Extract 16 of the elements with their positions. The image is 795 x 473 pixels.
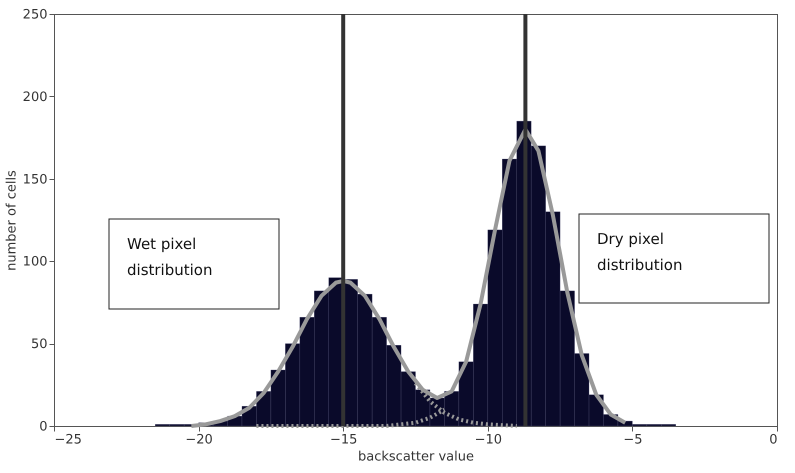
x-tick-label: −15: [330, 432, 358, 448]
x-tick-label: −5: [623, 432, 642, 448]
x-tick-label: −10: [474, 432, 502, 448]
y-axis-title: number of cells: [4, 170, 20, 271]
y-tick-label: 0: [39, 420, 48, 434]
annotation: Wet pixel distribution: [127, 235, 212, 279]
x-tick-label: −25: [54, 432, 82, 448]
y-tick-label: 200: [22, 90, 48, 105]
y-tick-label: 50: [30, 337, 48, 352]
y-tick-label: 250: [22, 8, 48, 22]
annotation: Dry pixel distribution: [597, 230, 682, 274]
y-tick-label: 100: [22, 254, 48, 270]
x-tick-label: −20: [185, 432, 213, 448]
x-axis-title: backscatter value: [358, 450, 474, 464]
y-tick-label: 150: [22, 172, 48, 188]
x-tick-label: 0: [769, 432, 778, 448]
